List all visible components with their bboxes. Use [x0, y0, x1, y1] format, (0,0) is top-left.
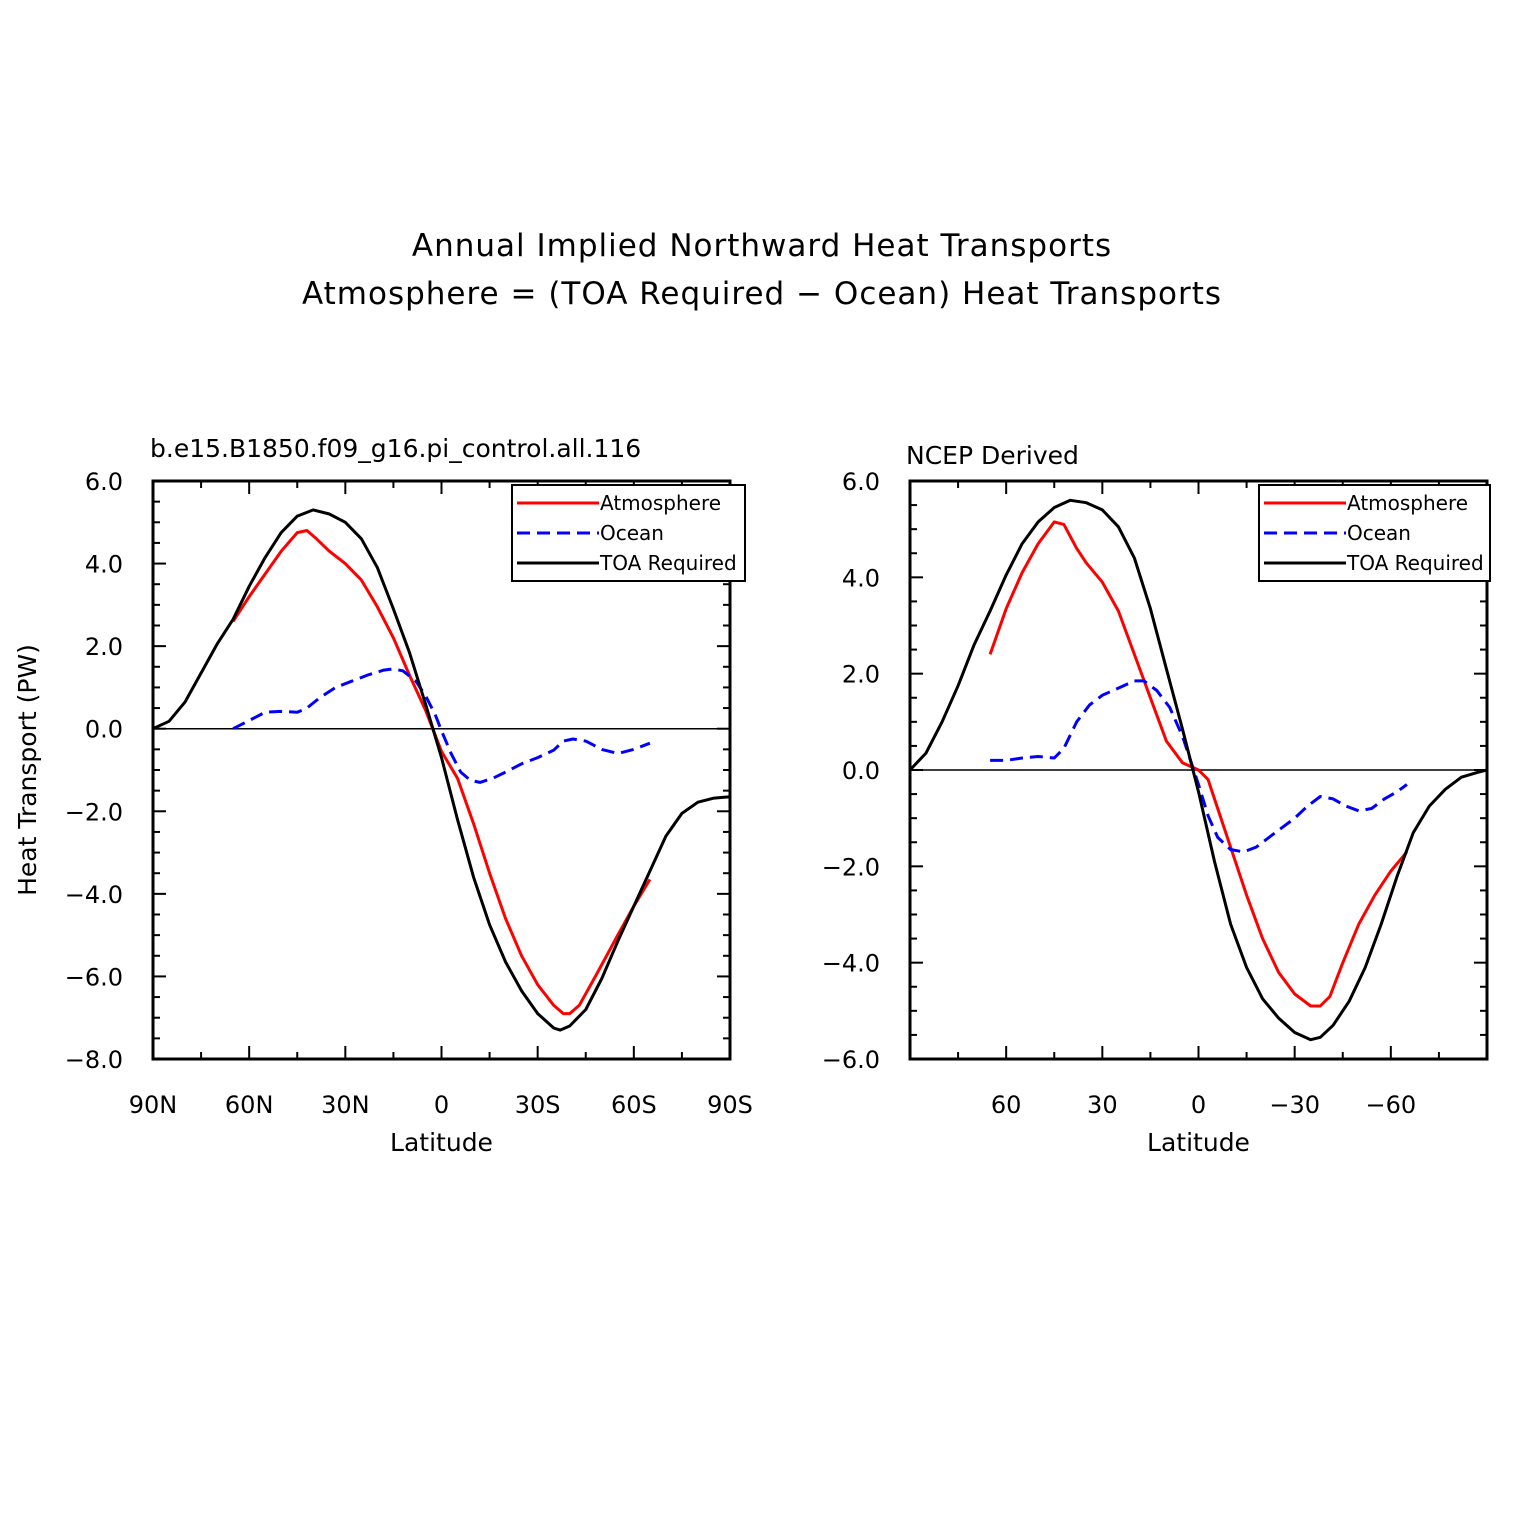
x-tick-label: 0 [1191, 1091, 1206, 1119]
y-tick-label: 0.0 [842, 757, 880, 785]
y-tick-label: −6.0 [65, 963, 123, 991]
series-line-atmosphere [231, 529, 652, 1016]
y-tick-label: −2.0 [65, 798, 123, 826]
y-tick-label: −8.0 [65, 1046, 123, 1074]
legend: Atmosphere Ocean TOA Required [511, 484, 746, 582]
panel-title: b.e15.B1850.f09_g16.pi_control.all.116 [150, 434, 641, 463]
series-line-ocean [990, 679, 1408, 854]
x-tick-label: 30 [1087, 1091, 1118, 1119]
y-tick-label: −2.0 [822, 853, 880, 881]
x-tick-label: 60S [611, 1091, 657, 1119]
chart-panel-model: b.e15.B1850.f09_g16.pi_control.all.116 −8… [13, 434, 753, 1157]
figure-title-line-2: Atmosphere = (TOA Required − Ocean) Heat… [302, 276, 1222, 312]
series-line-toa-required [910, 498, 1487, 1042]
y-tick-label: 6.0 [85, 468, 123, 496]
y-tick-label: 2.0 [842, 661, 880, 689]
chart-panel-ncep: NCEP Derived −6.0 −4.0 −2.0 0.0 2.0 4.0 6.0 60 30… [822, 441, 1491, 1157]
y-axis-label: Heat Transport (PW) [13, 644, 42, 896]
legend-box [511, 484, 746, 582]
series-line-toa-required [153, 508, 730, 1032]
y-tick-label: 4.0 [85, 551, 123, 579]
legend-box [1258, 484, 1491, 582]
figure-title-line-1: Annual Implied Northward Heat Transports [412, 228, 1112, 264]
legend-entry: TOA Required [1346, 551, 1484, 575]
series-group [910, 498, 1487, 1042]
x-tick-label: −30 [1269, 1091, 1320, 1119]
panel-title: NCEP Derived [906, 441, 1079, 470]
x-tick-label: 60 [991, 1091, 1022, 1119]
legend-entry: TOA Required [599, 551, 737, 575]
x-tick-label: 60N [225, 1091, 274, 1119]
y-tick-label: 0.0 [85, 716, 123, 744]
x-tick-label: 0 [434, 1091, 449, 1119]
y-tick-label: 6.0 [842, 468, 880, 496]
x-axis-label: Latitude [1147, 1128, 1250, 1157]
x-tick-label: 90S [707, 1091, 753, 1119]
series-line-atmosphere [988, 520, 1409, 1008]
y-tick-label: 4.0 [842, 564, 880, 592]
x-tick-label: −60 [1366, 1091, 1417, 1119]
x-tick-label: 30S [515, 1091, 561, 1119]
y-tick-label: 2.0 [85, 633, 123, 661]
x-tick-label: 90N [129, 1091, 178, 1119]
x-tick-label: 30N [321, 1091, 370, 1119]
legend-entry: Atmosphere [600, 491, 721, 515]
series-line-ocean [232, 667, 651, 784]
series-group [153, 508, 730, 1032]
legend-entry: Atmosphere [1347, 491, 1468, 515]
y-tick-label: −4.0 [822, 950, 880, 978]
y-tick-label: −6.0 [822, 1046, 880, 1074]
x-axis-label: Latitude [390, 1128, 493, 1157]
y-tick-label: −4.0 [65, 881, 123, 909]
legend: Atmosphere Ocean TOA Required [1258, 484, 1491, 582]
legend-entry: Ocean [1347, 521, 1411, 545]
legend-entry: Ocean [600, 521, 664, 545]
